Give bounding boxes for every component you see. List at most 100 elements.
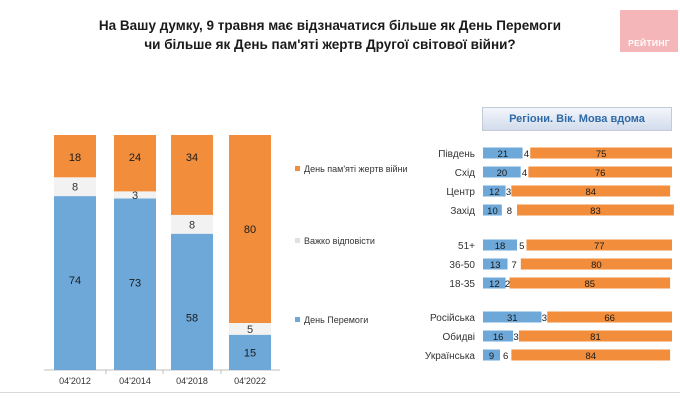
bar-segment-difficult bbox=[114, 191, 156, 199]
chart-title: На Вашу думку, 9 травня має відзначатися… bbox=[60, 16, 600, 54]
data-label-memory: 34 bbox=[186, 152, 198, 164]
bar-segment-victory bbox=[171, 233, 213, 370]
hbar-label-victory: 12 bbox=[489, 279, 500, 290]
row-label: Українська bbox=[425, 351, 476, 362]
row-label: Південь bbox=[438, 149, 475, 160]
x-tick-label: 04'2022 bbox=[234, 376, 266, 386]
row-label: 18-35 bbox=[449, 279, 475, 290]
breakdown-header: Регіони. Вік. Мова вдома bbox=[482, 107, 672, 131]
bottom-divider bbox=[0, 392, 680, 393]
rating-logo: РЕЙТИНГ bbox=[620, 10, 678, 52]
bar-segment-memory bbox=[229, 135, 271, 323]
hbar-segment-victory bbox=[483, 166, 521, 178]
bar-segment-difficult bbox=[229, 323, 271, 335]
data-label-memory: 24 bbox=[129, 152, 141, 164]
bar-segment-memory bbox=[54, 135, 96, 178]
hbar-label-difficult: 5 bbox=[519, 241, 524, 252]
bar-segment-victory bbox=[114, 198, 156, 370]
title-line-1: На Вашу думку, 9 травня має відзначатися… bbox=[98, 18, 562, 33]
hbar-segment-memory bbox=[517, 204, 674, 216]
hbar-segment-memory bbox=[511, 349, 671, 361]
hbar-label-memory: 80 bbox=[591, 260, 602, 271]
bar-segment-memory bbox=[171, 135, 213, 215]
data-label-victory: 74 bbox=[69, 275, 81, 287]
hbar-label-memory: 84 bbox=[585, 351, 596, 362]
hbar-segment-difficult bbox=[522, 147, 531, 159]
data-label-memory: 18 bbox=[69, 152, 81, 164]
hbar-segment-memory bbox=[526, 239, 672, 251]
hbar-segment-victory bbox=[483, 239, 518, 251]
hbar-label-memory: 81 bbox=[590, 332, 601, 343]
hbar-label-difficult: 6 bbox=[503, 351, 508, 362]
data-label-difficult: 8 bbox=[189, 219, 195, 231]
hbar-label-difficult: 2 bbox=[505, 279, 510, 290]
legend-marker-victory bbox=[295, 317, 300, 322]
hbar-label-victory: 12 bbox=[489, 187, 500, 198]
hbar-label-difficult: 3 bbox=[542, 313, 547, 324]
hbar-segment-victory bbox=[483, 147, 523, 159]
row-label: Захід bbox=[450, 206, 475, 217]
hbar-label-victory: 18 bbox=[495, 241, 506, 252]
row-label: 51+ bbox=[458, 241, 475, 252]
hbar-segment-victory bbox=[483, 349, 501, 361]
bar-segment-victory bbox=[229, 334, 271, 370]
x-tick-label: 04'2018 bbox=[176, 376, 208, 386]
x-tick-label: 04'2014 bbox=[119, 376, 151, 386]
hbar-label-memory: 66 bbox=[604, 313, 615, 324]
row-label: Центр bbox=[446, 187, 475, 198]
legend-marker-difficult bbox=[295, 238, 300, 243]
hbar-label-difficult: 3 bbox=[506, 187, 511, 198]
data-label-victory: 15 bbox=[244, 347, 256, 359]
legend-marker-memory bbox=[295, 166, 300, 171]
hbar-segment-memory bbox=[547, 311, 672, 323]
hbar-segment-victory bbox=[483, 330, 514, 342]
hbar-segment-difficult bbox=[520, 166, 529, 178]
row-label: 36-50 bbox=[449, 260, 475, 271]
hbar-segment-victory bbox=[483, 258, 508, 270]
hbar-segment-victory bbox=[483, 204, 502, 216]
hbar-segment-memory bbox=[511, 185, 671, 197]
hbar-label-difficult: 4 bbox=[522, 168, 527, 179]
hbar-label-victory: 10 bbox=[487, 206, 498, 217]
hbar-label-memory: 75 bbox=[596, 149, 607, 160]
hbar-label-victory: 16 bbox=[493, 332, 504, 343]
hbar-segment-difficult bbox=[500, 349, 512, 361]
data-label-victory: 58 bbox=[186, 313, 198, 325]
hbar-segment-victory bbox=[483, 311, 542, 323]
hbar-segment-difficult bbox=[501, 204, 518, 216]
hbar-label-memory: 83 bbox=[590, 206, 601, 217]
bar-segment-victory bbox=[54, 196, 96, 370]
data-label-memory: 80 bbox=[244, 224, 256, 236]
hbar-label-victory: 9 bbox=[489, 351, 494, 362]
hbar-label-memory: 77 bbox=[594, 241, 605, 252]
hbar-label-victory: 31 bbox=[507, 313, 518, 324]
hbar-label-difficult: 4 bbox=[524, 149, 529, 160]
data-label-victory: 73 bbox=[129, 277, 141, 289]
hbar-segment-memory bbox=[518, 330, 672, 342]
hbar-segment-memory bbox=[530, 147, 672, 159]
row-label: Обидві bbox=[443, 331, 475, 343]
hbar-label-memory: 85 bbox=[584, 279, 595, 290]
hbar-segment-memory bbox=[520, 258, 672, 270]
hbar-segment-difficult bbox=[517, 239, 527, 251]
data-label-difficult: 8 bbox=[72, 182, 78, 194]
bar-segment-difficult bbox=[171, 214, 213, 234]
hbar-segment-memory bbox=[509, 277, 671, 289]
bar-segment-memory bbox=[114, 135, 156, 192]
bar-segment-difficult bbox=[54, 177, 96, 197]
hbar-label-victory: 13 bbox=[490, 260, 501, 271]
hbar-segment-memory bbox=[528, 166, 672, 178]
legend-label-memory: День пам'яті жертв війни bbox=[304, 164, 408, 174]
hbar-label-victory: 20 bbox=[497, 168, 508, 179]
title-line-2: чи більше як День пам'яті жертв Другої с… bbox=[144, 37, 516, 52]
x-tick-label: 04'2012 bbox=[59, 376, 91, 386]
hbar-segment-difficult bbox=[507, 258, 521, 270]
hbar-segment-difficult bbox=[505, 185, 512, 197]
logo-text: РЕЙТИНГ bbox=[628, 38, 670, 48]
data-label-difficult: 5 bbox=[247, 324, 253, 336]
data-label-difficult: 3 bbox=[132, 190, 138, 202]
hbar-label-difficult: 8 bbox=[507, 206, 512, 217]
hbar-segment-difficult bbox=[541, 311, 548, 323]
hbar-label-memory: 84 bbox=[585, 187, 596, 198]
